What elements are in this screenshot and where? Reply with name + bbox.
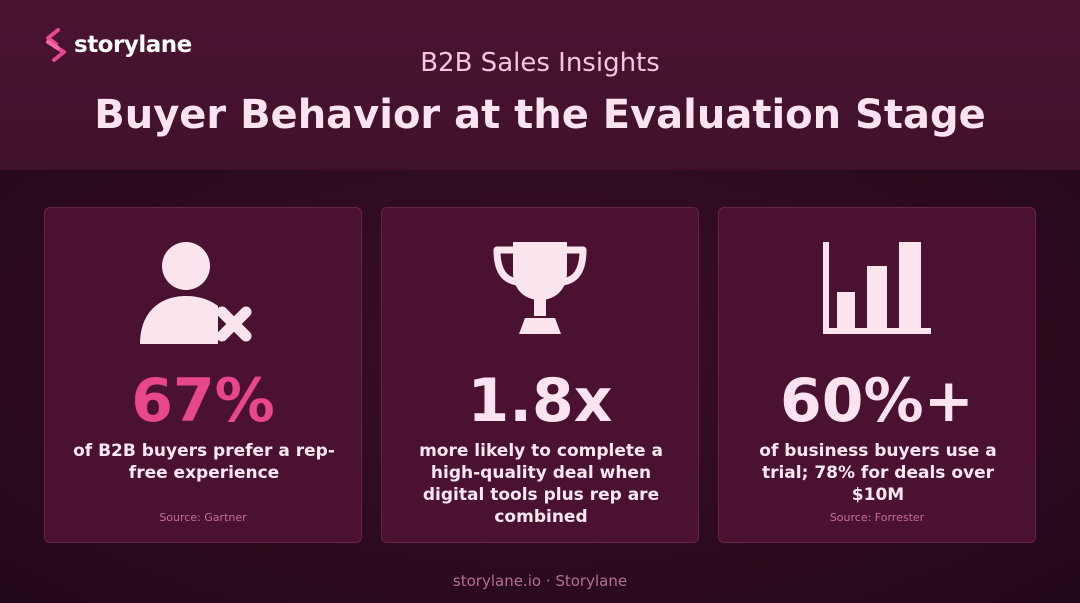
page-title: Buyer Behavior at the Evaluation Stage — [94, 92, 986, 138]
stat-source: Source: Forrester — [829, 511, 925, 524]
stat-value: 67% — [131, 366, 275, 436]
page-subtitle: B2B Sales Insights — [420, 48, 660, 78]
header-band — [0, 0, 1080, 170]
brand-name: storylane — [74, 32, 192, 58]
stat-description: more likely to complete a high-quality d… — [419, 441, 663, 527]
stat-value: 60%+ — [780, 366, 974, 436]
brand-logo: storylane — [44, 28, 192, 62]
stat-description: of business buyers use a trial; 78% for … — [759, 441, 997, 505]
stat-card-digital-tools: 1.8x more likely to complete a high-qual… — [381, 207, 699, 543]
bar-chart-icon — [719, 238, 1035, 348]
stat-card-trial-usage: 60%+ of business buyers use a trial; 78%… — [718, 207, 1036, 543]
stat-source: Source: Gartner — [159, 511, 247, 524]
storylane-logo-icon — [46, 28, 66, 62]
footer-credit: storylane.io · Storylane — [452, 572, 628, 590]
trophy-icon — [382, 238, 698, 348]
user-x-icon — [45, 238, 361, 348]
stat-description: of B2B buyers prefer a rep-free experien… — [73, 441, 335, 483]
stat-value: 1.8x — [467, 366, 613, 436]
stat-card-rep-free: 67% of B2B buyers prefer a rep-free expe… — [44, 207, 362, 543]
